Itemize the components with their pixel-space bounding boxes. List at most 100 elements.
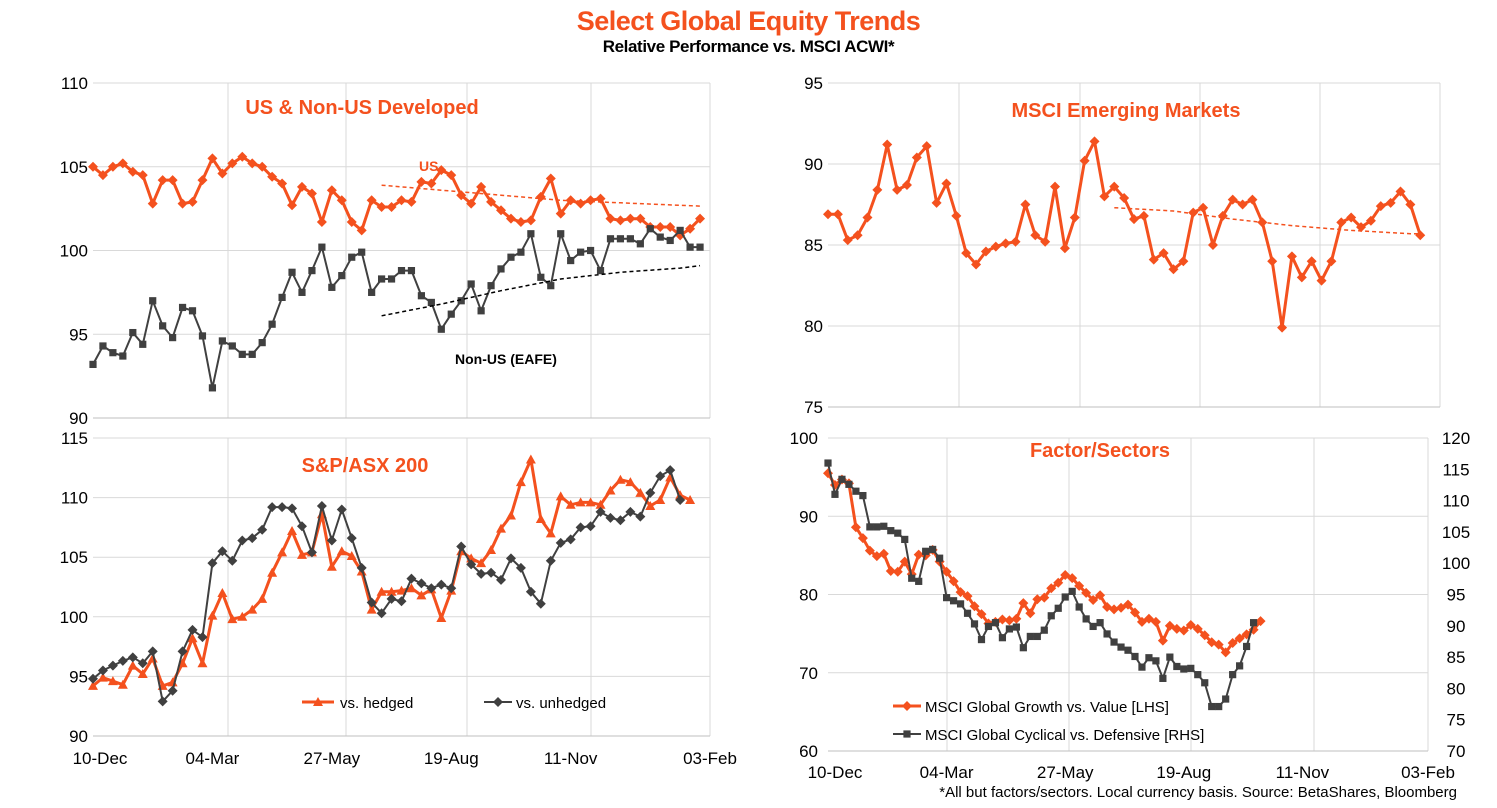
y-tick-label: 115 <box>61 429 88 448</box>
data-point-msci-global-growth-vs-value-lhs- <box>948 576 959 587</box>
data-point-us <box>157 175 168 186</box>
data-point-vs-hedged <box>505 510 516 520</box>
data-point-msci-global-cyclical-vs-defensive-rhs- <box>1166 653 1174 661</box>
data-point-us <box>247 158 258 169</box>
data-point-msci-global-growth-vs-value-lhs- <box>1150 616 1161 627</box>
data-point-msci-global-cyclical-vs-defensive-rhs- <box>949 597 958 605</box>
data-point-vs-hedged <box>396 585 407 595</box>
y-tick-label: 95 <box>69 325 88 344</box>
data-point-non-us-eafe- <box>596 267 605 275</box>
y2-tick-label: 90 <box>1447 617 1466 636</box>
data-point-msci-global-cyclical-vs-defensive-rhs- <box>1096 619 1104 627</box>
data-point-us <box>177 198 188 209</box>
y2-tick-label: 80 <box>1447 679 1466 698</box>
data-point-msci-global-cyclical-vs-defensive-rhs- <box>1005 625 1013 633</box>
data-point-vs-unhedged <box>535 598 546 609</box>
data-point-msci-global-cyclical-vs-defensive-rhs- <box>1159 674 1167 682</box>
data-point-us <box>635 213 646 224</box>
data-point-us <box>376 201 387 212</box>
data-point-non-us-eafe- <box>377 275 386 283</box>
data-point-us <box>486 196 497 207</box>
data-point-msci-emerging-markets <box>1198 202 1209 213</box>
data-point-us <box>525 215 536 226</box>
x-tick-label: 27-May <box>303 749 360 768</box>
data-point-msci-emerging-markets <box>832 209 843 220</box>
data-point-msci-emerging-markets <box>1178 256 1189 267</box>
data-point-vs-hedged <box>515 477 526 487</box>
chart-title: US & Non-US Developed <box>245 97 478 119</box>
data-point-non-us-eafe- <box>298 288 306 296</box>
data-point-msci-emerging-markets <box>1316 275 1327 286</box>
data-point-non-us-eafe- <box>696 243 704 251</box>
data-point-vs-unhedged <box>615 515 626 526</box>
x-tick-label: 03-Feb <box>683 749 737 768</box>
data-point-non-us-eafe- <box>387 275 396 283</box>
chart-us-developed: 90 95 100 105 110 US & Non-US Developed US Non-… <box>60 74 711 428</box>
data-point-vs-hedged <box>585 497 596 507</box>
data-point-msci-global-cyclical-vs-defensive-rhs- <box>1194 671 1202 679</box>
data-point-us <box>585 195 596 206</box>
data-point-us <box>595 193 606 204</box>
data-point-vs-unhedged <box>505 553 516 564</box>
data-point-us <box>117 158 128 169</box>
data-point-vs-unhedged <box>316 500 327 511</box>
data-point-vs-unhedged <box>585 521 596 532</box>
data-point-msci-global-cyclical-vs-defensive-rhs- <box>991 619 1000 627</box>
data-point-vs-unhedged <box>416 578 427 589</box>
data-point-msci-global-cyclical-vs-defensive-rhs- <box>1201 679 1209 687</box>
data-point-msci-global-cyclical-vs-defensive-rhs- <box>1187 664 1195 672</box>
data-point-vs-hedged <box>436 612 447 622</box>
data-point-vs-unhedged <box>396 596 407 607</box>
data-point-us <box>277 178 288 189</box>
data-point-msci-global-cyclical-vs-defensive-rhs- <box>936 554 944 562</box>
data-point-msci-global-growth-vs-value-lhs- <box>1129 607 1140 618</box>
data-point-msci-global-growth-vs-value-lhs- <box>878 548 889 559</box>
data-point-vs-hedged <box>625 477 636 487</box>
data-point-msci-global-cyclical-vs-defensive-rhs- <box>824 459 832 467</box>
data-point-us <box>685 223 696 234</box>
data-point-msci-global-cyclical-vs-defensive-rhs- <box>1012 623 1020 631</box>
data-point-msci-global-growth-vs-value-lhs- <box>913 549 924 560</box>
data-point-us <box>88 161 98 172</box>
data-point-msci-global-cyclical-vs-defensive-rhs- <box>1040 626 1048 634</box>
chart-asx-200: 90 95 100 105 110 115 10-Dec 04-Mar 27-May 19-Aug… <box>60 429 737 768</box>
data-point-msci-emerging-markets <box>1336 217 1347 228</box>
y-tick-label: 100 <box>60 242 88 261</box>
data-point-msci-global-cyclical-vs-defensive-rhs- <box>1236 662 1244 670</box>
data-point-msci-emerging-markets <box>1030 230 1041 241</box>
data-point-vs-hedged <box>296 549 307 559</box>
data-point-vs-unhedged <box>476 568 487 579</box>
data-point-vs-unhedged <box>426 583 437 594</box>
data-point-msci-global-cyclical-vs-defensive-rhs- <box>1222 695 1230 703</box>
data-point-vs-unhedged <box>227 555 238 566</box>
data-point-vs-hedged <box>476 558 487 568</box>
data-point-msci-emerging-markets <box>1286 251 1297 262</box>
data-point-msci-emerging-markets <box>971 259 982 270</box>
data-point-non-us-eafe- <box>666 236 674 245</box>
data-point-us <box>466 198 477 209</box>
data-point-vs-unhedged <box>197 632 208 643</box>
series-line-non-us-trend <box>381 264 701 317</box>
data-point-msci-global-cyclical-vs-defensive-rhs- <box>1061 593 1069 601</box>
data-point-msci-global-cyclical-vs-defensive-rhs- <box>845 480 853 488</box>
data-point-msci-global-cyclical-vs-defensive-rhs- <box>1145 654 1153 662</box>
data-point-msci-global-cyclical-vs-defensive-rhs- <box>866 523 874 531</box>
data-point-msci-emerging-markets <box>1148 254 1159 265</box>
data-point-vs-unhedged <box>88 673 98 684</box>
data-point-non-us-eafe- <box>527 230 535 238</box>
y2-tick-label: 110 <box>1442 492 1469 511</box>
data-point-vs-unhedged <box>147 646 158 657</box>
data-point-msci-global-growth-vs-value-lhs- <box>1255 616 1266 627</box>
y2-tick-label: 100 <box>1442 554 1470 573</box>
data-point-msci-global-cyclical-vs-defensive-rhs- <box>880 522 888 530</box>
data-point-msci-global-growth-vs-value-lhs- <box>955 587 966 598</box>
data-point-msci-global-growth-vs-value-lhs- <box>1199 630 1210 641</box>
data-point-msci-global-growth-vs-value-lhs- <box>1164 620 1175 631</box>
y-tick-label: 80 <box>804 317 823 336</box>
legend-marker-hedged <box>313 697 323 706</box>
data-point-us <box>97 170 108 181</box>
data-point-msci-global-growth-vs-value-lhs- <box>1109 604 1120 615</box>
data-point-vs-hedged <box>416 590 427 600</box>
data-point-msci-global-growth-vs-value-lhs- <box>1018 598 1029 609</box>
data-point-msci-global-cyclical-vs-defensive-rhs- <box>1047 612 1055 620</box>
